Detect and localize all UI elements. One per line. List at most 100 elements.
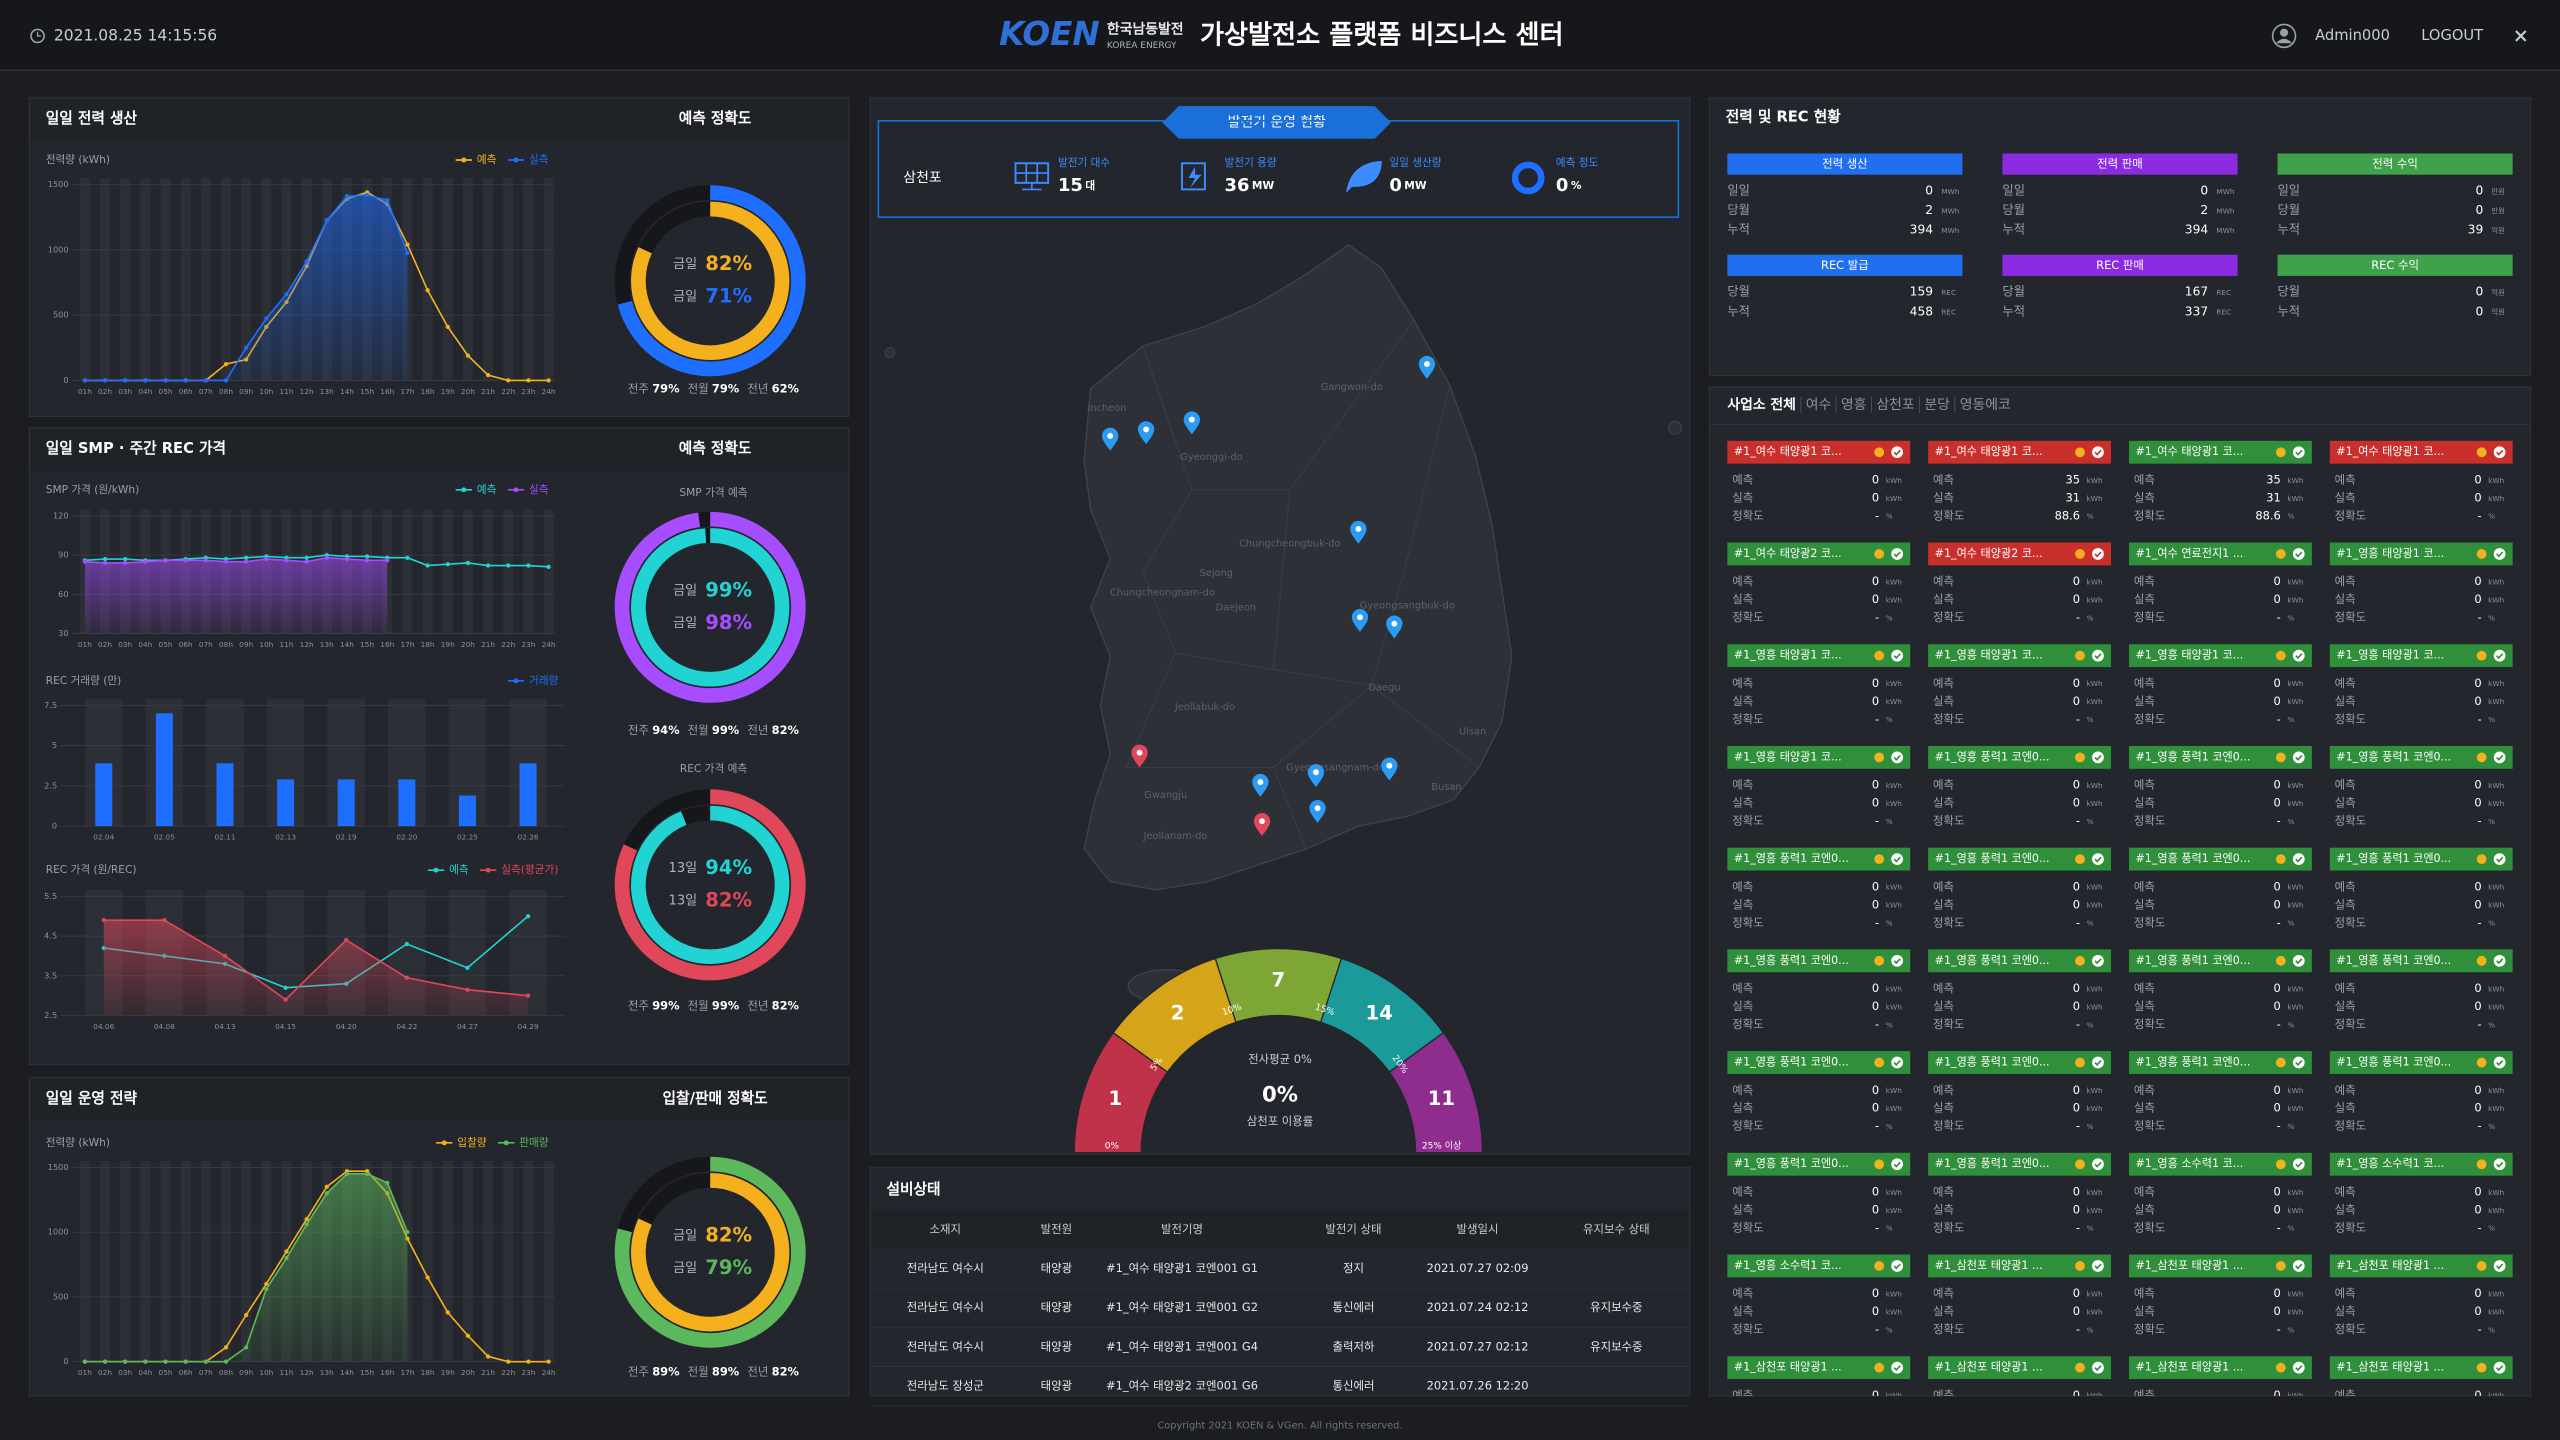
x-tick-label: 04h <box>138 640 152 649</box>
card-name[interactable]: #1_영흥 풍력1 코엔0... <box>1935 1055 2050 1069</box>
card-name[interactable]: #1_영흥 소수력1 코... <box>1734 1258 1842 1272</box>
x-tick-label: 18h <box>421 1368 435 1377</box>
donut-arc <box>631 528 790 687</box>
card-field-unit: kWh <box>1886 494 1902 503</box>
weather-icon <box>2476 549 2487 559</box>
map-pin[interactable] <box>1381 757 1398 781</box>
card-name[interactable]: #1_영흥 풍력1 코엔0... <box>1734 851 1849 865</box>
user-icon[interactable] <box>2271 23 2297 49</box>
card-field-label: 예측 <box>1732 1286 1753 1300</box>
map-pin[interactable] <box>1307 764 1325 787</box>
card-name[interactable]: #1_삼천포 태양광1 ... <box>2136 1258 2244 1272</box>
site-tab[interactable]: 영동에코 <box>1960 397 2011 413</box>
block-title: REC 판매 <box>2096 258 2144 272</box>
card-name[interactable]: #1_영흥 풍력1 코엔0... <box>1734 1055 1849 1069</box>
card-field-label: 정확도 <box>2134 1322 2165 1336</box>
card-name[interactable]: #1_여수 태양광1 코... <box>2136 445 2244 458</box>
status-check <box>2295 1263 2303 1270</box>
site-tab[interactable]: 영흥 <box>1841 397 1867 413</box>
site-tab[interactable]: 분당 <box>1924 397 1950 413</box>
card-name[interactable]: #1_영흥 풍력1 코엔0... <box>2136 953 2251 967</box>
map-pin[interactable] <box>1137 421 1155 445</box>
map-pin[interactable] <box>1253 813 1271 836</box>
card-name[interactable]: #1_삼천포 태양광1 ... <box>2336 1258 2444 1272</box>
card-name[interactable]: #1_영흥 태양광1 코... <box>2136 648 2244 662</box>
card-name[interactable]: #1_영흥 풍력1 코엔0... <box>2136 851 2251 865</box>
data-point <box>102 560 108 566</box>
map-pin[interactable] <box>1131 744 1148 768</box>
block-title: 전력 수익 <box>2372 157 2418 171</box>
card-field-value: 0 <box>2274 796 2281 810</box>
card-name[interactable]: #1_영흥 풍력1 코엔0... <box>1734 1156 1849 1170</box>
status-check <box>1893 1365 1901 1372</box>
card-name[interactable]: #1_영흥 풍력1 코엔0... <box>2336 749 2451 763</box>
card-field-unit: kWh <box>2287 679 2303 688</box>
map-pin[interactable] <box>1351 608 1369 632</box>
card-field-value: - <box>2478 1119 2482 1133</box>
card-name[interactable]: #1_영흥 풍력1 코엔0... <box>2336 953 2451 967</box>
card-name[interactable]: #1_영흥 풍력1 코엔0... <box>2336 851 2451 865</box>
data-point <box>385 1180 390 1186</box>
map-pin[interactable] <box>1350 520 1367 544</box>
donut-label: 금일 <box>673 1228 697 1243</box>
status-icon <box>2092 446 2104 459</box>
card-field-label: 정확도 <box>1933 1322 1964 1336</box>
card-name[interactable]: #1_삼천포 태양광1 ... <box>2136 1360 2244 1374</box>
card-name[interactable]: #1_여수 태양광2 코... <box>1734 547 1842 560</box>
card-name[interactable]: #1_영흥 풍력1 코엔0... <box>2136 1055 2251 1069</box>
card-name[interactable]: #1_삼천포 태양광1 ... <box>1734 1360 1842 1374</box>
card-name[interactable]: #1_영흥 태양광1 코... <box>2336 546 2444 560</box>
data-point <box>304 1222 309 1227</box>
card-field-unit: kWh <box>1886 1307 1902 1316</box>
site-tab[interactable]: 사업소 전체 <box>1727 396 1796 413</box>
card-name[interactable]: #1_여수 태양광2 코... <box>1935 547 2043 560</box>
card-name[interactable]: #1_여수 태양광1 코... <box>1935 445 2043 458</box>
card-name[interactable]: #1_영흥 풍력1 코엔0... <box>2336 1055 2451 1069</box>
bar <box>155 713 173 827</box>
card-name[interactable]: #1_영흥 소수력1 코... <box>2336 1156 2444 1170</box>
card-name[interactable]: #1_삼천포 태양광1 ... <box>1935 1258 2043 1272</box>
map-pin[interactable] <box>1102 427 1119 451</box>
card-name[interactable]: #1_영흥 풍력1 코엔0... <box>1935 851 2050 865</box>
card-name[interactable]: #1_영흥 풍력1 코엔0... <box>2136 749 2251 763</box>
map-pin[interactable] <box>1183 411 1200 435</box>
weather-icon <box>2476 955 2487 966</box>
map-pin[interactable] <box>1386 615 1403 639</box>
status-icon <box>1891 751 1904 764</box>
map-pin-dot <box>1357 614 1363 621</box>
card-field-unit: % <box>2287 919 2294 928</box>
card-name[interactable]: #1_영흥 태양광1 코... <box>2336 648 2444 662</box>
card-name[interactable]: #1_여수 연료전지1 ... <box>2136 547 2244 560</box>
card-field-label: 실측 <box>2335 1101 2356 1115</box>
status-icon <box>1891 446 1904 459</box>
card-name[interactable]: #1_여수 태양광1 코... <box>1734 445 1842 458</box>
card-name[interactable]: #1_삼천포 태양광1 ... <box>1935 1360 2043 1374</box>
card-name[interactable]: #1_영흥 태양광1 코... <box>1734 749 1842 763</box>
x-tick-label: 04.06 <box>93 1022 114 1031</box>
card-name[interactable]: #1_영흥 풍력1 코엔0... <box>1935 749 2050 763</box>
tab-label[interactable]: 발전기 운영 현황 <box>1228 114 1326 130</box>
map-pin[interactable] <box>1309 800 1326 823</box>
close-icon[interactable] <box>2515 30 2527 42</box>
card-name[interactable]: #1_영흥 풍력1 코엔0... <box>1734 953 1849 967</box>
logout-button[interactable]: LOGOUT <box>2421 27 2484 44</box>
data-point <box>244 559 249 564</box>
card-name[interactable]: #1_삼천포 태양광1 ... <box>2336 1360 2444 1374</box>
site-tab[interactable]: 삼천포 <box>1876 397 1915 413</box>
card-name[interactable]: #1_여수 태양광1 코... <box>2336 445 2444 458</box>
user-name[interactable]: Admin000 <box>2315 27 2390 44</box>
map-pin[interactable] <box>1252 773 1269 797</box>
x-tick-label: 03h <box>118 640 132 649</box>
card-name[interactable]: #1_영흥 풍력1 코엔0... <box>1935 1156 2050 1170</box>
x-tick-label: 03h <box>118 1368 132 1377</box>
data-point <box>143 559 148 564</box>
map-pin[interactable] <box>1418 355 1436 379</box>
site-tab[interactable]: 여수 <box>1806 397 1832 413</box>
card-name[interactable]: #1_영흥 태양광1 코... <box>1734 648 1842 662</box>
card-name[interactable]: #1_영흥 소수력1 코... <box>2136 1156 2244 1170</box>
card-field-unit: kWh <box>2087 476 2103 485</box>
card-name[interactable]: #1_영흥 태양광1 코... <box>1935 648 2043 662</box>
card-name[interactable]: #1_영흥 풍력1 코엔0... <box>1935 953 2050 967</box>
metric-unit: MWh <box>1941 206 1960 215</box>
card-field-unit: kWh <box>2287 1086 2303 1095</box>
